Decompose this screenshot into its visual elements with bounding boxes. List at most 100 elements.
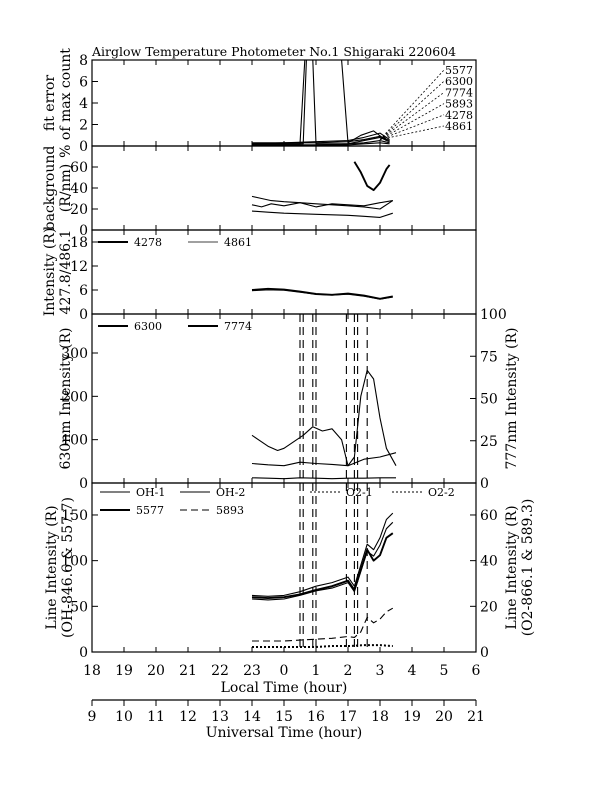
y-axis-label: fit error xyxy=(42,75,58,132)
x-axis-title-local: Local Time (hour) xyxy=(221,680,348,696)
x-tick-label-ut: 19 xyxy=(403,709,421,725)
series-line-6300 xyxy=(252,132,390,144)
x-tick-label-local: 1 xyxy=(312,663,321,679)
y-tick-label: 200 xyxy=(61,389,88,405)
y-tick-label: 100 xyxy=(61,433,88,449)
y-tick-label: 0 xyxy=(79,307,88,323)
x-axis-title-ut: Universal Time (hour) xyxy=(206,725,363,741)
x-tick-label-local: 22 xyxy=(211,663,229,679)
legend-label: O2-2 xyxy=(428,486,455,499)
y-tick-label: 60 xyxy=(70,160,88,176)
y-axis-label-right: 777nm Intensity (R) xyxy=(504,327,520,469)
y-tick-label: 8 xyxy=(79,53,88,69)
y-right-tick-label: 60 xyxy=(480,508,498,524)
series-group xyxy=(251,369,397,480)
x-tick-label-ut: 15 xyxy=(275,709,293,725)
series-line-6300 xyxy=(251,369,397,467)
x-tick-label-local: 23 xyxy=(243,663,261,679)
legend-label: 4861 xyxy=(224,236,252,249)
series-line-O2-2 xyxy=(252,645,393,648)
series-line-5577 xyxy=(252,60,387,145)
y-tick-label: 40 xyxy=(70,181,88,197)
panel-frame xyxy=(91,59,477,147)
x-tick-label-ut: 16 xyxy=(307,709,325,725)
series-line-7774 xyxy=(251,477,396,480)
series-end-leader xyxy=(379,125,445,140)
series-end-leader xyxy=(379,114,445,140)
series-end-label: 5577 xyxy=(445,64,473,77)
y-right-tick-label: 0 xyxy=(480,645,489,661)
x-tick-label-local: 21 xyxy=(179,663,197,679)
panel-frame xyxy=(91,145,477,231)
y-axis-label-right: (O2-866.1 & 589.3) xyxy=(520,499,536,637)
series-group xyxy=(251,60,390,146)
panel-fit_error: 0 2 4 6 8 fit error% of max count 557763007774… xyxy=(42,48,477,158)
x-tick-label-local: 18 xyxy=(83,663,101,679)
y-tick-label: 100 xyxy=(61,554,88,570)
y-tick-label: 2 xyxy=(79,118,88,134)
y-tick-label: 0 xyxy=(79,223,88,239)
series-end-label: 4861 xyxy=(445,120,473,133)
y-axis-label: Intensity (R) xyxy=(42,228,58,317)
y-tick-label: 50 xyxy=(70,599,88,615)
legend-label: 6300 xyxy=(134,320,162,333)
series-group xyxy=(251,287,393,300)
x-tick-label-ut: 14 xyxy=(243,709,261,725)
series-line-4861 xyxy=(252,142,390,146)
panel-oh_o2_lines: 0 50 100 150 0 20 40 60 Line Intensity (R) (OH-84… xyxy=(44,482,536,661)
y-tick-label: 0 xyxy=(79,476,88,492)
series-line-bg_b xyxy=(251,200,393,208)
series-line-bg_d xyxy=(353,161,391,192)
chart-title: Airglow Temperature Photometer No.1 Shig… xyxy=(91,44,456,59)
y-axis-label: (R/nm) xyxy=(58,164,74,212)
y-tick-label: 150 xyxy=(61,508,88,524)
series-line-5893 xyxy=(252,60,390,145)
series-end-label: 5893 xyxy=(445,98,473,111)
x-tick-label-local: 20 xyxy=(147,663,165,679)
x-tick-label-local: 2 xyxy=(344,663,353,679)
series-end-leader xyxy=(379,80,445,140)
series-end-label: 4278 xyxy=(445,109,473,122)
legend-label: OH-1 xyxy=(136,486,165,499)
legend-label: 5893 xyxy=(216,504,244,517)
x-tick-label-ut: 17 xyxy=(339,709,357,725)
y-tick-label: 18 xyxy=(70,235,88,251)
legend-label: 5577 xyxy=(136,504,164,517)
series-line-5577 xyxy=(251,532,394,600)
y-axis-label-right: Line Intensity (R) xyxy=(504,505,520,629)
legend-label: O2-1 xyxy=(346,486,373,499)
series-group xyxy=(251,161,394,218)
y-axis-label: % of max count xyxy=(58,48,74,158)
y-right-tick-label: 20 xyxy=(480,599,498,615)
series-end-label: 7774 xyxy=(445,86,473,99)
y-tick-label: 0 xyxy=(79,139,88,155)
y-tick-label: 12 xyxy=(70,259,88,275)
y-right-tick-label: 75 xyxy=(480,349,498,365)
legend-label: 4278 xyxy=(134,236,162,249)
y-right-tick-label: 50 xyxy=(480,392,498,408)
y-axis-label-left: 630nm Intensity (R) xyxy=(58,327,74,469)
y-tick-label: 20 xyxy=(70,202,88,218)
x-tick-label-ut: 20 xyxy=(435,709,453,725)
x-tick-label-ut: 12 xyxy=(179,709,197,725)
x-tick-label-local: 4 xyxy=(408,663,417,679)
series-line-4861 xyxy=(251,289,393,300)
y-right-tick-label: 40 xyxy=(480,554,498,570)
y-right-tick-label: 0 xyxy=(480,476,489,492)
y-tick-label: 0 xyxy=(79,645,88,661)
x-tick-label-ut: 10 xyxy=(115,709,133,725)
x-tick-label-ut: 13 xyxy=(211,709,229,725)
series-end-leader xyxy=(379,92,445,140)
y-axis-label-left: (OH-846.6 & 557.7) xyxy=(60,497,76,638)
x-tick-label-local: 5 xyxy=(440,663,449,679)
series-line-5893 xyxy=(252,607,394,642)
y-tick-label: 6 xyxy=(79,75,88,91)
series-line-6300_b xyxy=(251,452,397,467)
series-line-O2-1 xyxy=(252,644,393,648)
series-end-leader xyxy=(379,103,445,140)
x-tick-label-ut: 9 xyxy=(88,709,97,725)
y-right-tick-label: 100 xyxy=(480,307,507,323)
